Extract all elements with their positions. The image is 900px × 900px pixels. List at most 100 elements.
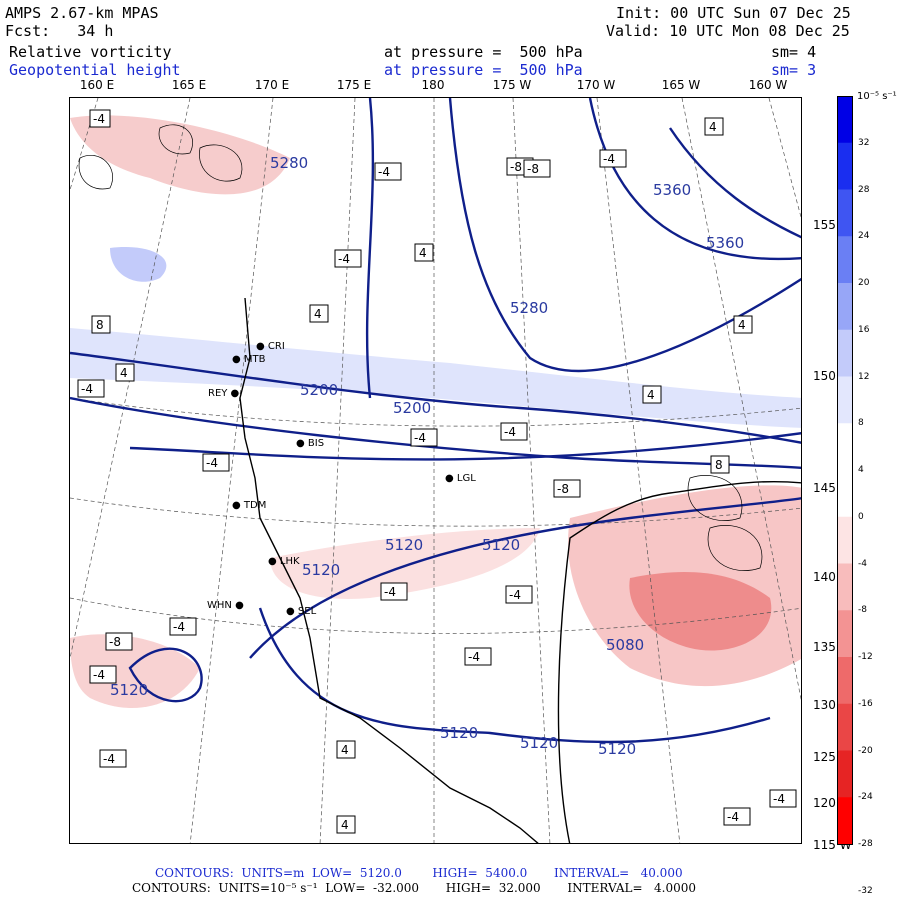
colorbar-block [837, 283, 853, 331]
colorbar-tick-label: 28 [858, 184, 870, 195]
vorticity-label: -4 [468, 650, 480, 664]
coastline [239, 297, 801, 843]
lon-label: 170 W [576, 78, 616, 92]
vorticity-label: -4 [414, 431, 426, 445]
vorticity-label: -4 [81, 382, 93, 396]
vorticity-label: 4 [314, 307, 322, 321]
vorticity-label: 4 [709, 120, 717, 134]
vorticity-label: -4 [773, 792, 785, 806]
height-contours [70, 98, 801, 744]
colorbar-block [837, 750, 853, 798]
vorticity-label: -4 [378, 165, 390, 179]
height-label: 5080 [606, 636, 644, 654]
vorticity-label: 4 [738, 318, 746, 332]
vorticity-label: 4 [341, 743, 349, 757]
vorticity-label: -4 [504, 425, 516, 439]
height-label: 5360 [706, 234, 744, 252]
vorticity-label: -4 [173, 620, 185, 634]
colorbar-tick-label: -20 [858, 745, 873, 756]
height-label: 5120 [302, 561, 340, 579]
station-lhk[interactable]: ● LHK [268, 556, 300, 567]
lon-label: 165 W [661, 78, 701, 92]
model-title: AMPS 2.67-km MPAS [5, 4, 159, 22]
colorbar-tick-label: 0 [858, 511, 864, 522]
colorbar-tick-label: -8 [858, 605, 867, 616]
vorticity-label: 8 [96, 318, 104, 332]
colorbar-block [837, 189, 853, 237]
lon-label: 160 W [748, 78, 788, 92]
field1-level: at pressure = 500 hPa [384, 43, 583, 61]
field2-smooth: sm= 3 [771, 61, 817, 79]
vorticity-label: -4 [603, 152, 615, 166]
field2-level: at pressure = 500 hPa [384, 61, 583, 79]
lon-label: 175 W [492, 78, 532, 92]
colorbar-block [837, 516, 853, 564]
valid-time: Valid: 10 UTC Mon 08 Dec 25 [606, 22, 850, 40]
station-mtb[interactable]: ● MTB [232, 354, 266, 365]
vorticity-label: -8 [527, 162, 539, 176]
colorbar-units: 10⁻⁵ s⁻¹ [857, 91, 897, 102]
station-cri[interactable]: ● CRI [256, 341, 285, 352]
height-labels: 5200 5200 5120 5120 5120 5120 5120 5120 … [110, 154, 744, 758]
footer-height-contours: CONTOURS: UNITS=m LOW= 5120.0 HIGH= 5400… [155, 866, 683, 880]
vorticity-label: 4 [647, 388, 655, 402]
colorbar-block [837, 610, 853, 658]
vorticity-label: -4 [727, 810, 739, 824]
colorbar-tick-label: -12 [858, 652, 873, 662]
footer-vorticity-contours: CONTOURS: UNITS=10⁻⁵ s⁻¹ LOW= -32.000 HI… [132, 881, 696, 895]
colorbar-block [837, 797, 853, 845]
colorbar-block [837, 470, 853, 518]
lon-label: 180 [421, 78, 445, 92]
forecast-hour: Fcst: 34 h [5, 22, 114, 40]
height-label: 5120 [520, 734, 558, 752]
vorticity-label: -4 [93, 112, 105, 126]
vorticity-label: 4 [341, 818, 349, 832]
vorticity-red-southwest [70, 634, 200, 708]
colorbar-block [837, 423, 853, 471]
height-label: 5200 [300, 381, 338, 399]
lon-label: 175 E [336, 78, 372, 92]
vorticity-label: -8 [510, 160, 522, 174]
field1-smooth: sm= 4 [771, 43, 817, 61]
colorbar-tick-label: 12 [858, 371, 870, 382]
vorticity-label: 8 [715, 458, 723, 472]
map-panel[interactable]: 5200 5200 5120 5120 5120 5120 5120 5120 … [69, 97, 802, 844]
colorbar-block [837, 142, 853, 190]
station-tdm[interactable]: ● TDM [232, 500, 267, 511]
station-sel[interactable]: ● SEL [286, 606, 317, 617]
vorticity-label: -4 [93, 668, 105, 682]
colorbar-tick-label: -32 [858, 885, 873, 896]
vorticity-red-core [629, 572, 772, 651]
colorbar-block [837, 329, 853, 377]
vorticity-label: -8 [557, 482, 569, 496]
height-label: 5280 [270, 154, 308, 172]
colorbar-block [837, 96, 853, 144]
station-rey[interactable]: REY ● [208, 388, 240, 399]
vorticity-red-north [70, 115, 290, 195]
vorticity-label: -4 [384, 585, 396, 599]
colorbar-tick-label: 32 [858, 137, 870, 148]
station-whn[interactable]: WHN ● [207, 600, 244, 611]
vorticity-label: 4 [120, 366, 128, 380]
lon-label: 170 E [254, 78, 290, 92]
colorbar-tick-label: -4 [858, 558, 867, 569]
field1-name: Relative vorticity [9, 43, 172, 61]
height-label: 5120 [598, 740, 636, 758]
station-bis[interactable]: ● BIS [296, 438, 325, 449]
colorbar-tick-label: 8 [858, 418, 864, 429]
map-canvas: 5200 5200 5120 5120 5120 5120 5120 5120 … [70, 98, 801, 843]
colorbar-block [837, 703, 853, 751]
vorticity-label: -4 [206, 456, 218, 470]
lon-label: 165 E [171, 78, 207, 92]
field2-name: Geopotential height [9, 61, 181, 79]
vorticity-labels: -4 -8 4 -4 -4 -8 -4 4 8 4 -4 -4 -8 4 -4 … [77, 109, 797, 834]
station-lgl[interactable]: ● LGL [445, 473, 476, 484]
vorticity-blue-band [70, 328, 801, 428]
colorbar-tick-label: 16 [858, 324, 870, 335]
vorticity-label: -4 [338, 252, 350, 266]
colorbar-tick-label: -24 [858, 792, 873, 803]
vorticity-label: 4 [419, 246, 427, 260]
vorticity-blue-patch [110, 247, 167, 282]
vorticity-label: -4 [103, 752, 115, 766]
height-label: 5120 [385, 536, 423, 554]
